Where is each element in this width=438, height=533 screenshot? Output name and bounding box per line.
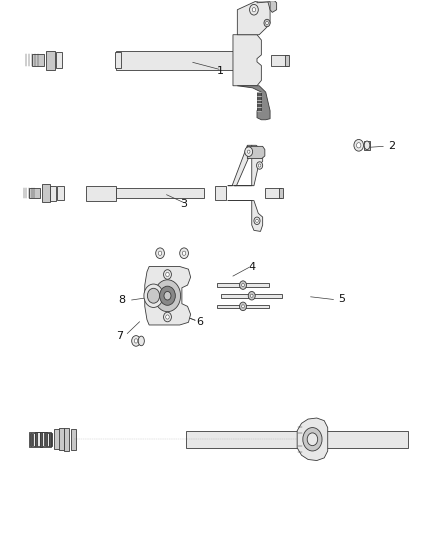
Text: 2: 2 [388, 141, 395, 151]
Circle shape [155, 248, 164, 259]
Circle shape [256, 219, 258, 222]
FancyBboxPatch shape [186, 431, 409, 448]
FancyBboxPatch shape [115, 52, 121, 68]
Circle shape [247, 150, 250, 154]
Circle shape [357, 143, 361, 148]
Circle shape [258, 164, 261, 167]
Circle shape [307, 433, 318, 446]
Ellipse shape [138, 336, 145, 346]
FancyBboxPatch shape [32, 54, 44, 66]
FancyBboxPatch shape [45, 432, 47, 446]
Polygon shape [364, 141, 370, 150]
Polygon shape [297, 418, 328, 461]
FancyBboxPatch shape [64, 427, 69, 451]
FancyBboxPatch shape [56, 52, 62, 68]
Circle shape [252, 7, 256, 12]
FancyBboxPatch shape [50, 185, 56, 200]
Circle shape [154, 280, 180, 312]
Text: 1: 1 [217, 66, 224, 76]
FancyBboxPatch shape [47, 433, 49, 446]
Circle shape [240, 302, 247, 311]
FancyBboxPatch shape [42, 184, 49, 202]
FancyBboxPatch shape [46, 51, 55, 70]
FancyBboxPatch shape [38, 432, 40, 447]
Polygon shape [145, 266, 191, 325]
FancyBboxPatch shape [265, 188, 282, 198]
Circle shape [242, 284, 244, 287]
FancyBboxPatch shape [279, 188, 283, 198]
Circle shape [163, 270, 171, 279]
Circle shape [251, 294, 253, 297]
Circle shape [264, 19, 270, 27]
FancyBboxPatch shape [33, 433, 35, 446]
FancyBboxPatch shape [30, 433, 32, 446]
FancyBboxPatch shape [117, 188, 204, 198]
FancyBboxPatch shape [271, 55, 288, 66]
Circle shape [254, 217, 260, 224]
FancyBboxPatch shape [40, 432, 42, 447]
Circle shape [266, 21, 268, 25]
Circle shape [240, 281, 247, 289]
Circle shape [180, 248, 188, 259]
FancyBboxPatch shape [29, 188, 40, 198]
FancyBboxPatch shape [217, 283, 269, 287]
FancyBboxPatch shape [86, 185, 117, 200]
Circle shape [166, 315, 169, 319]
Circle shape [166, 272, 169, 277]
FancyBboxPatch shape [54, 429, 61, 449]
FancyBboxPatch shape [217, 304, 269, 308]
FancyBboxPatch shape [117, 51, 234, 70]
Text: 8: 8 [119, 295, 126, 305]
Ellipse shape [364, 141, 370, 150]
FancyBboxPatch shape [286, 55, 289, 66]
Text: 6: 6 [196, 317, 203, 327]
Polygon shape [228, 146, 252, 185]
Circle shape [245, 147, 253, 157]
Polygon shape [237, 1, 270, 35]
Circle shape [248, 292, 255, 300]
Text: 7: 7 [116, 330, 123, 341]
FancyBboxPatch shape [215, 187, 226, 200]
Circle shape [257, 162, 263, 169]
FancyBboxPatch shape [59, 428, 64, 450]
FancyBboxPatch shape [42, 432, 44, 447]
Circle shape [303, 427, 322, 451]
Circle shape [164, 292, 171, 300]
Text: 4: 4 [248, 262, 255, 271]
Circle shape [158, 251, 162, 255]
FancyBboxPatch shape [57, 187, 64, 200]
Text: 5: 5 [338, 294, 345, 304]
Polygon shape [257, 92, 261, 111]
FancyBboxPatch shape [49, 433, 52, 446]
FancyBboxPatch shape [221, 294, 283, 297]
Circle shape [159, 286, 175, 305]
FancyBboxPatch shape [71, 429, 76, 450]
Circle shape [163, 312, 171, 322]
Circle shape [144, 284, 163, 308]
Circle shape [250, 4, 258, 15]
Polygon shape [247, 147, 265, 159]
Circle shape [182, 251, 186, 255]
Circle shape [134, 339, 138, 343]
Polygon shape [237, 86, 270, 120]
Polygon shape [257, 1, 277, 12]
Polygon shape [233, 35, 261, 86]
Polygon shape [228, 200, 263, 231]
Circle shape [242, 305, 244, 308]
Text: 3: 3 [180, 199, 187, 209]
Circle shape [354, 140, 364, 151]
Circle shape [148, 288, 159, 303]
Circle shape [132, 336, 141, 346]
FancyBboxPatch shape [35, 432, 37, 446]
Polygon shape [234, 146, 263, 185]
